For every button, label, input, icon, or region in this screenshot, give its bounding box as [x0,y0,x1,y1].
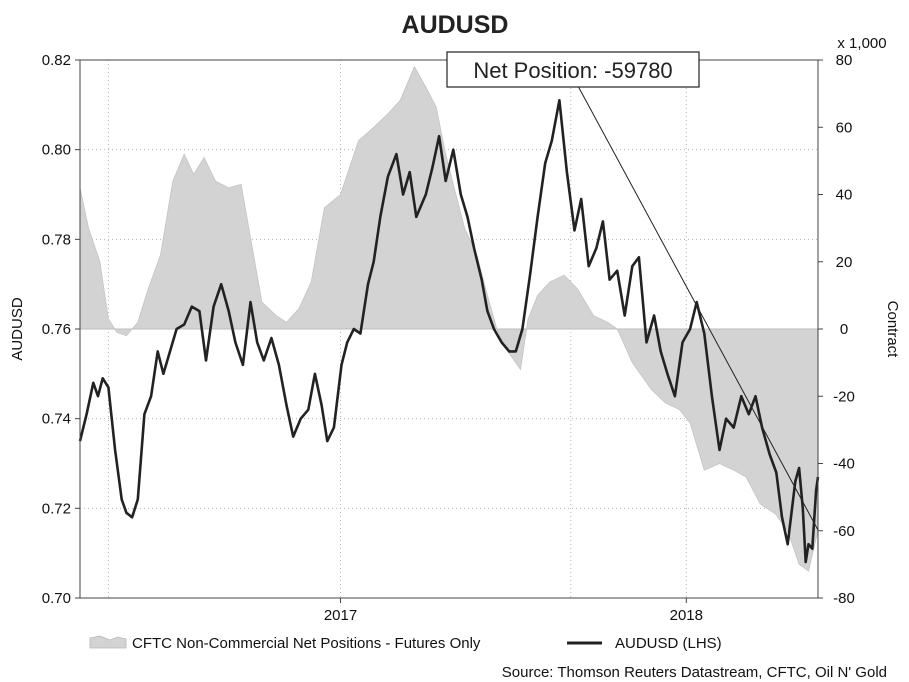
chart-title: AUDUSD [402,11,509,39]
left-tick-label: 0.80 [42,142,71,159]
right-axis-multiplier-label: x 1,000 [837,35,886,52]
callout-box [446,51,700,88]
source-note: Source: Thomson Reuters Datastream, CFTC… [502,664,887,681]
right-tick-label: -60 [833,523,855,540]
left-axis-title: AUDUSD [9,297,26,361]
right-tick-label: 20 [836,254,853,271]
right-tick-label: 40 [836,187,853,204]
callout-leader-line [577,85,819,531]
left-tick-label: 0.76 [42,321,71,338]
right-tick-label: 60 [836,119,853,136]
left-tick-label: 0.74 [42,411,71,428]
right-tick-label: -80 [833,590,855,607]
right-axis-ticks: -80 -60 -40 -20 0 20 40 60 80 [818,52,855,607]
x-axis-ticks: 2017 2018 [324,598,703,624]
audusd-line [78,99,820,564]
left-tick-label: 0.72 [42,500,71,517]
legend-label-audusd: AUDUSD (LHS) [615,635,722,652]
right-tick-label: -40 [833,456,855,473]
right-tick-label: -20 [833,388,855,405]
audusd-line-layer [78,99,820,564]
net-positions-area [79,65,819,572]
legend: CFTC Non-Commercial Net Positions - Futu… [89,635,722,652]
left-tick-label: 0.78 [42,231,71,248]
legend-label-net-positions: CFTC Non-Commercial Net Positions - Futu… [132,635,481,652]
legend-swatch-net-positions [89,635,127,649]
right-tick-label: 0 [840,321,848,338]
right-tick-label: 80 [836,52,853,69]
left-tick-label: 0.70 [42,590,71,607]
x-tick-label: 2018 [670,607,703,624]
left-axis-ticks: 0.70 0.72 0.74 0.76 0.78 0.80 0.82 [42,52,80,607]
right-axis-title: Contract [884,301,901,359]
callout-text: Net Position: -59780 [473,58,672,83]
x-tick-label: 2017 [324,607,357,624]
left-tick-label: 0.82 [42,52,71,69]
